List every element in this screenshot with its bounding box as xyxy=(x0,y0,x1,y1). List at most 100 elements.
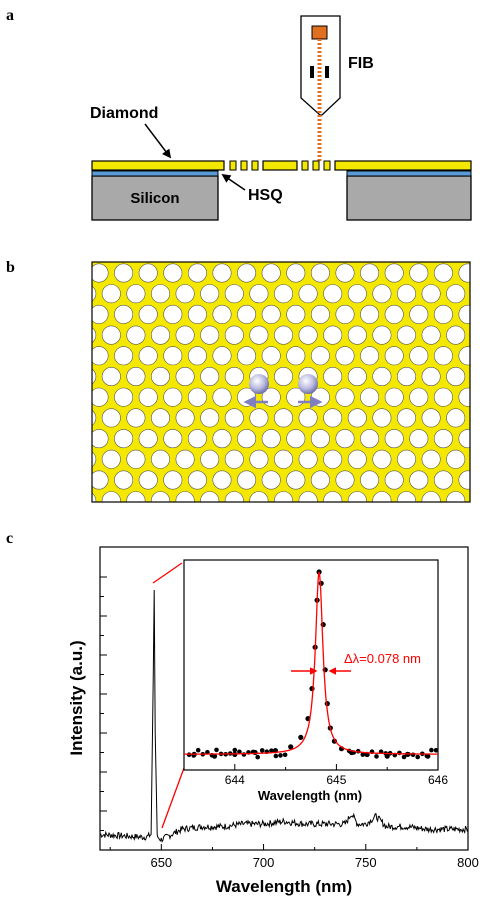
hsq-layer-right xyxy=(346,170,472,177)
air-hole xyxy=(446,284,466,304)
inset-data-point xyxy=(401,754,407,760)
air-hole xyxy=(421,284,441,304)
fib-lens-right xyxy=(325,66,329,78)
air-hole xyxy=(372,366,392,386)
air-hole xyxy=(212,429,232,449)
inset-data-point xyxy=(255,754,260,760)
air-hole xyxy=(347,366,367,386)
air-hole xyxy=(126,491,146,502)
silicon-right xyxy=(346,175,472,221)
panel-b: b xyxy=(6,259,471,503)
fib-label: FIB xyxy=(348,55,374,72)
inset-x-tick-label: 644 xyxy=(225,773,245,787)
air-hole xyxy=(372,325,392,345)
air-hole xyxy=(212,346,232,366)
air-hole xyxy=(92,263,109,283)
inset-data-point xyxy=(278,753,283,758)
air-hole xyxy=(310,263,330,283)
air-hole xyxy=(163,470,183,490)
air-hole xyxy=(200,366,220,386)
inset-data-point xyxy=(298,734,304,741)
cavity-site-left xyxy=(249,374,269,394)
inset-data-point xyxy=(252,749,258,756)
air-hole xyxy=(138,429,158,449)
air-hole xyxy=(446,408,466,428)
air-hole xyxy=(446,449,466,469)
main-y-axis-label: Intensity (a.u.) xyxy=(67,640,86,755)
inset-data-point xyxy=(288,744,294,750)
inset-x-ticks: 644 645 646 xyxy=(183,764,448,787)
air-hole xyxy=(421,366,441,386)
diamond-membrane xyxy=(91,160,472,171)
air-hole xyxy=(163,387,183,407)
air-hole xyxy=(187,387,207,407)
silicon-label: Silicon xyxy=(130,190,179,207)
air-hole xyxy=(396,366,416,386)
air-hole xyxy=(151,284,171,304)
air-hole xyxy=(126,449,146,469)
air-hole xyxy=(212,304,232,324)
air-hole xyxy=(212,470,232,490)
air-hole xyxy=(163,304,183,324)
air-hole xyxy=(458,346,470,366)
inset-data-point xyxy=(415,754,421,760)
air-hole xyxy=(360,470,380,490)
air-hole xyxy=(92,368,97,385)
air-hole xyxy=(310,470,330,490)
air-hole xyxy=(237,429,257,449)
air-hole xyxy=(347,325,367,345)
air-hole xyxy=(224,325,244,345)
air-hole xyxy=(237,304,257,324)
air-hole xyxy=(101,325,121,345)
air-hole xyxy=(212,263,232,283)
air-hole xyxy=(286,346,306,366)
air-hole xyxy=(200,491,220,502)
air-hole xyxy=(187,470,207,490)
air-hole xyxy=(65,264,83,282)
air-hole xyxy=(261,470,281,490)
cavity-site-right xyxy=(298,374,318,394)
air-hole xyxy=(396,408,416,428)
air-hole xyxy=(261,263,281,283)
air-hole xyxy=(273,366,293,386)
inset-data-point xyxy=(269,748,274,753)
air-hole xyxy=(384,470,404,490)
air-hole xyxy=(298,491,318,502)
air-hole xyxy=(163,429,183,449)
air-hole xyxy=(273,325,293,345)
air-hole-lattice xyxy=(65,263,470,502)
panel-a-label: a xyxy=(6,7,14,24)
air-hole xyxy=(92,492,97,502)
hsq-arrow xyxy=(221,173,246,191)
panel-c-label: c xyxy=(6,530,13,547)
air-hole xyxy=(175,491,195,502)
air-hole xyxy=(187,263,207,283)
fib-housing xyxy=(300,15,341,116)
fib-lens-left xyxy=(310,66,314,78)
air-hole xyxy=(200,449,220,469)
air-hole xyxy=(372,408,392,428)
air-hole xyxy=(446,325,466,345)
air-hole xyxy=(323,325,343,345)
air-hole xyxy=(323,491,343,502)
air-hole xyxy=(249,449,269,469)
air-hole xyxy=(335,346,355,366)
inset-data-point xyxy=(241,752,247,757)
fib-column: FIB xyxy=(300,15,374,162)
air-hole xyxy=(200,408,220,428)
inset-data-point xyxy=(324,701,330,707)
air-hole xyxy=(298,284,318,304)
diamond-arrow xyxy=(144,123,172,159)
air-hole xyxy=(187,429,207,449)
air-hole xyxy=(151,366,171,386)
air-hole xyxy=(409,429,429,449)
air-hole xyxy=(151,491,170,502)
air-hole xyxy=(126,284,146,304)
air-hole xyxy=(187,346,207,366)
air-hole xyxy=(249,491,269,502)
panel-a: a FIB Silicon Diam xyxy=(6,7,472,221)
air-hole xyxy=(396,325,416,345)
inset-data-point xyxy=(397,750,402,756)
air-hole xyxy=(384,387,404,407)
air-hole xyxy=(65,305,83,323)
